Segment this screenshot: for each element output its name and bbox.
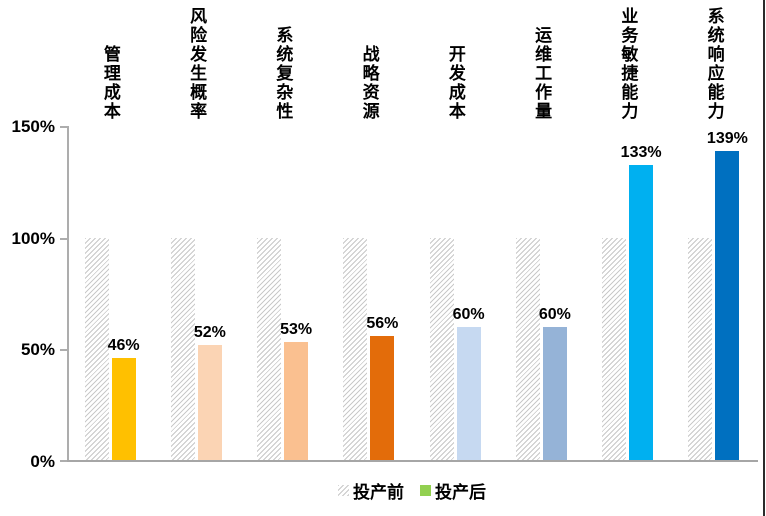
- bar-group: 系统复杂性 53%: [240, 26, 326, 460]
- y-axis-tick: [60, 126, 68, 128]
- legend-before-swatch: [338, 485, 349, 496]
- bar-pre-production: [343, 238, 368, 460]
- y-axis-line: [67, 126, 69, 462]
- legend-after-swatch: [420, 485, 431, 496]
- bar-pre-production: [515, 238, 540, 460]
- category-label: 管理成本: [100, 45, 120, 121]
- legend-after-label: 投产后: [435, 483, 486, 502]
- bar-group: 运维工作量 60%: [498, 26, 584, 460]
- bar-post-production: 53%: [280, 321, 312, 460]
- category-label: 风险发生概率: [187, 7, 207, 121]
- legend-item-before: 投产前: [338, 478, 404, 503]
- value-label: 46%: [107, 336, 140, 354]
- bar-group: 系统响应能力 139%: [671, 7, 757, 460]
- right-border-line: [763, 0, 765, 516]
- y-axis-tick: [60, 238, 68, 240]
- bar-post-production: 46%: [108, 337, 140, 460]
- bar-pre-production: [257, 238, 282, 460]
- category-label: 系统复杂性: [273, 26, 293, 121]
- plot-area: 管理成本 46% 风险发生概率 52% 系统复杂性 53% 战略资源 56% 开发成本 60% 运维…: [67, 7, 757, 460]
- bar-group: 管理成本 46%: [67, 45, 153, 460]
- bar-post-production: 56%: [366, 315, 398, 460]
- bar-post-production: 60%: [539, 306, 571, 460]
- chart-legend: 投产前 投产后: [67, 478, 757, 503]
- y-tick-label-50: 50%: [20, 340, 55, 359]
- bar-post-production: 60%: [453, 306, 485, 460]
- x-axis-line: [67, 460, 758, 462]
- category-label: 业务敏捷能力: [618, 7, 638, 121]
- y-axis-tick: [60, 460, 68, 462]
- value-label: 52%: [193, 323, 226, 341]
- legend-item-after: 投产后: [420, 478, 486, 503]
- bar-pre-production: [429, 238, 454, 460]
- category-label: 系统响应能力: [704, 7, 724, 121]
- bar-post-production: 52%: [194, 324, 226, 460]
- bar-group: 业务敏捷能力 133%: [585, 7, 671, 460]
- y-tick-label-0: 0%: [30, 452, 55, 471]
- value-label: 139%: [706, 130, 748, 148]
- value-label: 56%: [366, 314, 399, 332]
- bar-pre-production: [170, 238, 195, 460]
- category-label: 开发成本: [445, 45, 465, 121]
- bar-group: 开发成本 60%: [412, 45, 498, 460]
- y-tick-label-150: 150%: [11, 117, 55, 136]
- y-axis-tick: [60, 349, 68, 351]
- bar-groups: 管理成本 46% 风险发生概率 52% 系统复杂性 53% 战略资源 56% 开发成本 60% 运维…: [67, 7, 757, 460]
- bar-post-production: 139%: [707, 130, 748, 460]
- value-label: 133%: [620, 143, 662, 161]
- value-label: 60%: [538, 305, 571, 323]
- category-label: 运维工作量: [532, 26, 552, 121]
- bar-post-production: 133%: [621, 144, 662, 460]
- bar-pre-production: [688, 238, 713, 460]
- bar-pre-production: [602, 238, 627, 460]
- value-label: 60%: [452, 305, 485, 323]
- value-label: 53%: [280, 321, 313, 339]
- category-label: 战略资源: [359, 45, 379, 121]
- bar-pre-production: [84, 238, 109, 460]
- y-tick-label-100: 100%: [11, 229, 55, 248]
- bar-group: 风险发生概率 52%: [153, 7, 239, 460]
- bar-group: 战略资源 56%: [326, 45, 412, 460]
- legend-before-label: 投产前: [353, 483, 404, 502]
